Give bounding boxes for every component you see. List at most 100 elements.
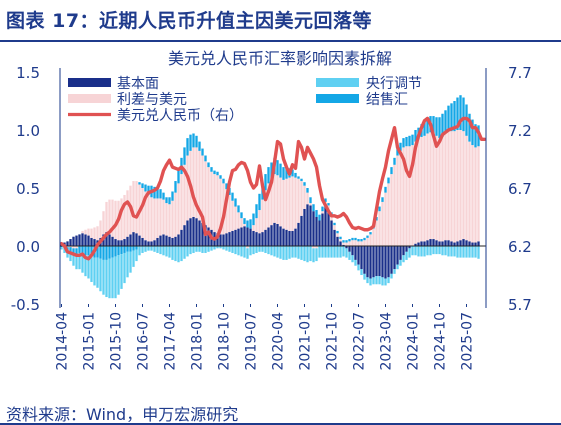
bar-interest-diff [453, 131, 456, 243]
bar-central-parity [129, 251, 132, 273]
bar-interest-diff [387, 183, 390, 246]
bar-sales-fx [357, 239, 360, 242]
bar-basic [306, 204, 309, 246]
bar-interest-diff [438, 138, 441, 242]
bar-sales-fx [348, 239, 351, 242]
bar-basic [279, 226, 282, 246]
bar-interest-diff [306, 192, 309, 205]
bar-sales-fx [351, 237, 354, 241]
bar-sales-fx [165, 197, 168, 204]
bar-basic [339, 241, 342, 246]
bar-sales-fx [135, 246, 138, 250]
bar-basic [420, 241, 423, 246]
bar-basic [168, 236, 171, 246]
bar-interest-diff [303, 185, 306, 209]
bar-sales-fx [363, 237, 366, 241]
bar-central-parity [411, 246, 414, 256]
y-right-tick-label: 5.7 [508, 296, 532, 314]
bar-basic [237, 228, 240, 246]
bar-interest-diff [216, 175, 219, 234]
bar-interest-diff [270, 178, 273, 226]
bar-central-parity [189, 246, 192, 255]
bar-interest-diff [105, 201, 108, 233]
bar-sales-fx [258, 193, 261, 211]
bar-basic [447, 240, 450, 246]
chart-container: 美元兑人民币汇率影响因素拆解 1.5 1.0 0.5 0.0 -0.5 7.7 7.2 6.7… [0, 42, 561, 397]
legend-label: 美元兑人民币（右） [117, 108, 243, 124]
y-right-tick-label: 7.7 [508, 64, 532, 82]
bar-sales-fx [201, 148, 204, 156]
bar-central-parity [165, 246, 168, 257]
bar-basic [75, 235, 78, 246]
bar-sales-fx [144, 184, 147, 192]
bar-sales-fx [246, 220, 249, 228]
y-right-tick-label: 7.2 [508, 122, 532, 140]
bar-central-parity [201, 246, 204, 253]
bar-sales-fx [267, 167, 270, 184]
bar-basic [390, 246, 393, 274]
bar-sales-fx [240, 212, 243, 219]
bar-interest-diff [255, 218, 258, 233]
bar-central-parity [459, 246, 462, 258]
bar-central-parity [378, 276, 381, 285]
bar-basic [111, 236, 114, 246]
bar-interest-diff [294, 177, 297, 229]
bar-interest-diff [420, 136, 423, 242]
bar-central-parity [435, 246, 438, 255]
bar-interest-diff [264, 190, 267, 230]
bar-basic [396, 246, 399, 265]
bar-basic [417, 242, 420, 246]
bar-interest-diff [333, 225, 336, 230]
bar-sales-fx [147, 185, 150, 195]
y-left-tick-label: -0.5 [11, 296, 40, 314]
x-tick-label: 2018-01 [190, 312, 206, 371]
bar-interest-diff [450, 131, 453, 242]
bar-interest-diff [468, 141, 471, 242]
bar-central-parity [168, 246, 171, 258]
bar-interest-diff [195, 147, 198, 219]
bar-basic [198, 220, 201, 246]
bar-central-parity [426, 246, 429, 256]
bar-sales-fx [408, 135, 411, 147]
bar-central-parity [246, 248, 249, 259]
bar-central-parity [228, 246, 231, 252]
bar-sales-fx [162, 192, 165, 200]
bar-basic [342, 244, 345, 246]
bar-central-parity [153, 246, 156, 252]
bar-central-parity [225, 246, 228, 251]
bar-interest-diff [414, 141, 417, 244]
bar-interest-diff [102, 211, 105, 235]
bar-sales-fx [117, 246, 120, 256]
bar-interest-diff [285, 178, 288, 230]
legend-swatch [316, 78, 359, 87]
bar-interest-diff [267, 183, 270, 228]
bar-basic [117, 240, 120, 246]
bar-central-parity [144, 246, 147, 252]
bar-basic [165, 235, 168, 246]
bar-central-parity [207, 246, 210, 252]
bar-basic [366, 246, 369, 278]
bar-sales-fx [84, 246, 87, 256]
bar-central-parity [438, 246, 441, 255]
bar-central-parity [75, 255, 78, 270]
bar-sales-fx [381, 197, 384, 202]
y-right-tick-label: 6.2 [508, 238, 532, 256]
bar-sales-fx [387, 177, 390, 184]
bar-sales-fx [264, 174, 267, 191]
bar-basic [81, 233, 84, 246]
bar-central-parity [336, 246, 339, 258]
x-tick-label: 2017-04 [163, 312, 179, 371]
bar-basic [129, 234, 132, 246]
bar-sales-fx [249, 219, 252, 229]
source-note: 资料来源：Wind，申万宏源研究 [6, 405, 239, 424]
bar-basic [357, 246, 360, 265]
bar-central-parity [264, 246, 267, 253]
bar-sales-fx [423, 121, 426, 136]
bar-sales-fx [108, 246, 111, 259]
bar-interest-diff [291, 176, 294, 231]
bar-central-parity [243, 246, 246, 258]
bar-basic [432, 239, 435, 246]
bar-sales-fx [171, 191, 174, 201]
bar-sales-fx [138, 182, 141, 185]
bar-central-parity [72, 254, 75, 266]
